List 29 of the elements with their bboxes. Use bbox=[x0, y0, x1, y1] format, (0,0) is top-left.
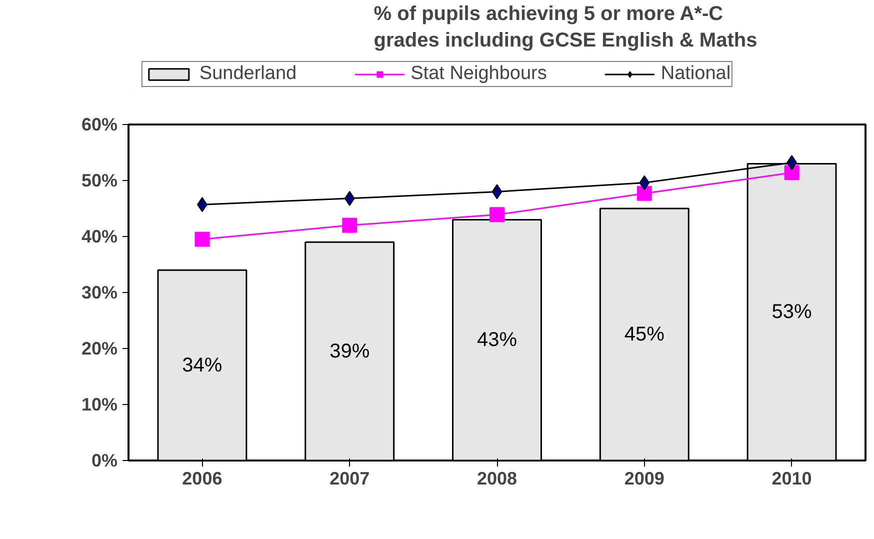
x-tick-label: 2006 bbox=[182, 468, 222, 488]
point bbox=[490, 207, 504, 222]
y-tick-label: 30% bbox=[81, 282, 118, 302]
x-tick-label: 2007 bbox=[330, 468, 370, 488]
data-label: 45% bbox=[624, 324, 665, 346]
data-label: 34% bbox=[182, 354, 222, 376]
y-tick-label: 20% bbox=[81, 338, 118, 358]
point bbox=[492, 184, 502, 200]
legend-label: Sunderland bbox=[199, 63, 297, 85]
data-label: 43% bbox=[476, 329, 518, 352]
point bbox=[636, 186, 652, 201]
point bbox=[342, 218, 358, 233]
point bbox=[639, 175, 650, 190]
x-tick-label: 2008 bbox=[476, 468, 518, 488]
data-label: 39% bbox=[330, 340, 370, 362]
y-tick-label: 50% bbox=[81, 170, 118, 190]
point bbox=[344, 190, 355, 206]
legend-label: Stat Neighbours bbox=[410, 63, 547, 85]
point bbox=[194, 232, 210, 247]
x-tick-label: 2009 bbox=[624, 468, 664, 488]
y-tick-label: 60% bbox=[81, 114, 118, 134]
x-tick-label: 2010 bbox=[772, 468, 812, 488]
y-tick-label: 10% bbox=[81, 394, 118, 414]
legend-label: National bbox=[660, 63, 731, 85]
chart-title: % of pupils achieving 5 or more A*-C grades including GCSE English & Maths bbox=[374, 3, 758, 52]
point bbox=[784, 165, 800, 180]
y-tick-label: 0% bbox=[91, 450, 118, 470]
y-tick-label: 40% bbox=[81, 226, 118, 246]
data-label: 53% bbox=[772, 301, 812, 324]
